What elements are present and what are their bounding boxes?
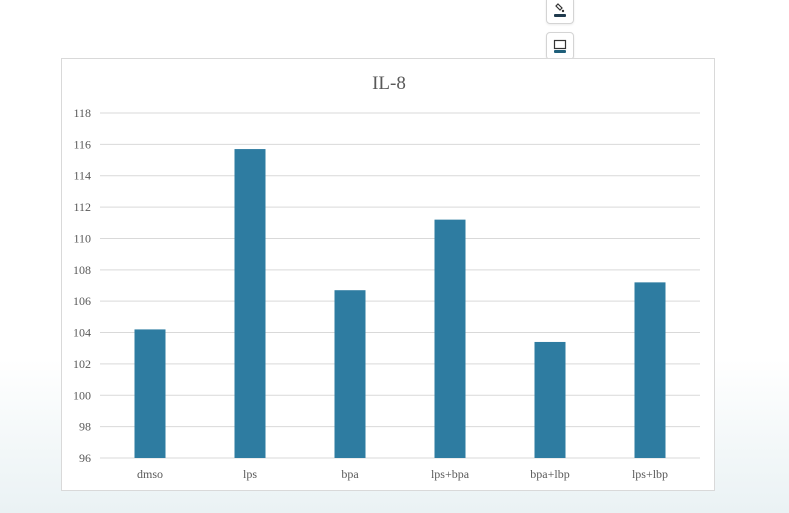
bar-bpa[interactable] (334, 290, 366, 458)
y-tick-label: 104 (73, 326, 91, 340)
chart-title: IL-8 (372, 73, 406, 94)
y-tick-label: 96 (79, 451, 91, 465)
x-axis-ticks: dmso lps bpa lps+bpa bpa+lbp lps+lbp (137, 467, 668, 481)
y-tick-label: 100 (73, 388, 91, 402)
y-tick-label: 116 (73, 137, 91, 151)
chart-styles-button[interactable] (546, 0, 574, 24)
x-tick-label: dmso (137, 467, 163, 481)
chart-area[interactable]: 96 98 100 102 104 106 108 110 112 114 116 118 dmso l… (61, 58, 715, 491)
chart-layout-button[interactable] (546, 32, 574, 60)
gridlines (100, 112, 700, 459)
y-tick-label: 106 (73, 294, 91, 308)
x-tick-label: bpa (341, 467, 359, 481)
x-tick-label: lps+lbp (632, 467, 668, 481)
y-tick-label: 98 (79, 420, 91, 434)
paintbrush-icon (554, 3, 566, 17)
bars (134, 149, 666, 458)
bar-lps[interactable] (234, 149, 266, 458)
x-tick-label: bpa+lbp (530, 467, 569, 481)
bar-lps+bpa[interactable] (434, 219, 466, 458)
layout-icon (553, 39, 567, 53)
bar-dmso[interactable] (134, 329, 166, 458)
bar-lps+lbp[interactable] (634, 282, 666, 458)
y-tick-label: 114 (73, 169, 91, 183)
bar-chart: 96 98 100 102 104 106 108 110 112 114 116 118 dmso l… (73, 73, 700, 481)
y-tick-label: 108 (73, 263, 91, 277)
y-tick-label: 110 (73, 231, 91, 245)
bar-bpa+lbp[interactable] (534, 341, 566, 458)
y-tick-label: 112 (73, 200, 91, 214)
x-tick-label: lps+bpa (431, 467, 470, 481)
y-tick-label: 118 (73, 106, 91, 120)
y-tick-label: 102 (73, 357, 91, 371)
y-axis-ticks: 96 98 100 102 104 106 108 110 112 114 116 118 (73, 106, 91, 465)
x-tick-label: lps (243, 467, 257, 481)
